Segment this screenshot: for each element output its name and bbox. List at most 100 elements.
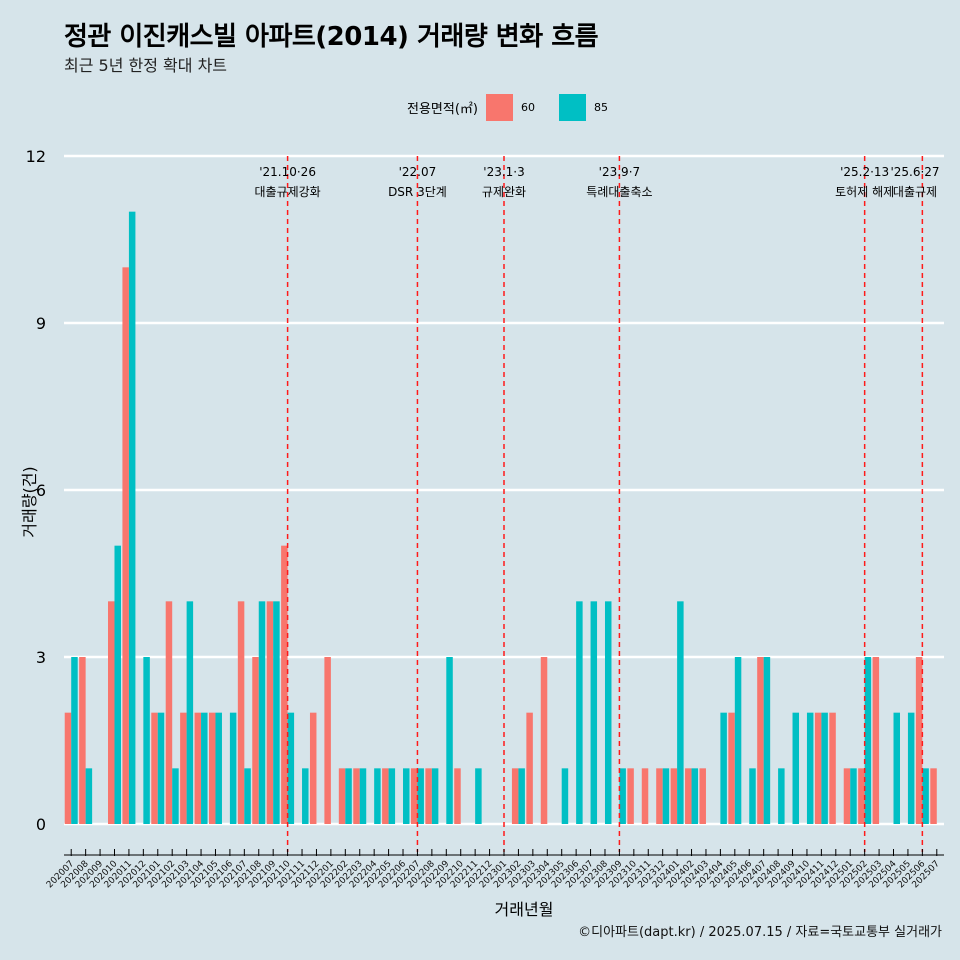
bar-85-202211 (475, 768, 482, 824)
bar-85-202204 (374, 768, 381, 824)
bar-85-202506 (922, 768, 929, 824)
bar-85-202108 (258, 601, 266, 824)
bar-60-202010 (108, 601, 115, 824)
bar-85-202209 (446, 657, 453, 824)
bar-60-202503 (872, 657, 880, 824)
chart-caption: ©디아파트(dapt.kr) / 2025.07.15 / 자료=국토교통부 실… (578, 925, 942, 940)
bar-85-202007 (71, 657, 78, 824)
bar-85-202107 (244, 768, 251, 824)
bar-60-202502 (858, 768, 865, 824)
legend-key-60 (485, 93, 513, 121)
bar-60-202101 (151, 712, 158, 824)
x-axis-title: 거래년월 (495, 900, 554, 919)
bar-60-202007 (64, 712, 72, 824)
bar-85-202308 (604, 601, 612, 824)
bar-60-202405 (728, 712, 735, 824)
bar-60-202411 (814, 712, 822, 824)
bar-60-202403 (699, 768, 706, 824)
annotation-date: '22.07 (399, 165, 437, 179)
bar-85-202011 (128, 211, 136, 824)
annotation-label: 규제완화 (482, 185, 526, 199)
bar-85-202410 (806, 712, 814, 824)
bar-60-202102 (165, 601, 173, 824)
bar-85-202305 (561, 768, 569, 824)
bar-85-202109 (273, 601, 280, 824)
bar-85-202407 (763, 657, 771, 824)
legend-label-60: 60 (520, 100, 535, 114)
bar-85-202103 (186, 601, 194, 824)
legend-key-85 (558, 93, 586, 121)
bar-60-202208 (425, 768, 432, 824)
bar-60-202303 (526, 712, 533, 824)
y-tick-label: 6 (36, 481, 46, 500)
bar-60-202401 (670, 768, 678, 824)
bar-60-202110 (281, 545, 288, 824)
bar-85-202104 (201, 712, 208, 824)
bar-85-202207 (417, 768, 424, 824)
bar-60-202109 (266, 601, 274, 824)
bar-60-202104 (194, 712, 202, 824)
bar-60-202207 (410, 768, 418, 824)
bar-60-202107 (237, 601, 245, 824)
bar-60-202112 (309, 712, 317, 824)
bar-60-202506 (915, 657, 923, 824)
y-tick-label: 0 (36, 815, 46, 834)
legend: 전용면적(㎡) 60 85 (407, 93, 632, 121)
bar-60-202203 (353, 768, 360, 824)
bar-85-202309 (619, 768, 626, 824)
bar-60-202103 (180, 712, 187, 824)
bar-60-202105 (208, 712, 216, 824)
bar-60-202011 (122, 267, 129, 824)
bar-60-202008 (79, 657, 86, 824)
y-tick-label: 3 (36, 648, 46, 667)
bar-60-202312 (656, 768, 663, 824)
bar-85-202411 (821, 712, 828, 824)
bar-60-202501 (843, 768, 851, 824)
annotation-date: '23.1·3 (483, 165, 524, 179)
annotation-date: '21.10·26 (259, 165, 316, 179)
bar-60-202202 (338, 768, 346, 824)
y-tick-label: 9 (36, 314, 46, 333)
chart-title: 정관 이진캐스빌 아파트(2014) 거래량 변화 흐름 (64, 22, 599, 52)
annotation-label: DSR 3단계 (388, 185, 447, 199)
bar-85-202409 (792, 712, 800, 824)
bar-85-202307 (590, 601, 598, 824)
bar-85-202206 (403, 768, 410, 824)
y-axis-title: 거래량(건) (20, 466, 39, 537)
bar-85-202502 (864, 657, 872, 824)
bar-85-202501 (850, 768, 857, 824)
bar-85-202205 (388, 768, 396, 824)
bar-85-202101 (157, 712, 165, 824)
bar-85-202306 (576, 601, 583, 824)
bar-60-202402 (685, 768, 692, 824)
bar-60-202108 (252, 657, 259, 824)
bar-85-202008 (85, 768, 93, 824)
bar-60-202210 (454, 768, 461, 824)
bar-85-202402 (691, 768, 699, 824)
bar-85-202111 (302, 768, 309, 824)
bar-60-202304 (540, 657, 548, 824)
bar-60-202201 (324, 657, 331, 824)
bar-85-202012 (143, 657, 150, 824)
bar-85-202110 (287, 712, 295, 824)
bar-85-202010 (114, 545, 121, 824)
annotation-date: '25.2·13 (840, 165, 889, 179)
bar-60-202310 (627, 768, 634, 824)
bar-85-202203 (359, 768, 367, 824)
annotation-label: 대출규제 (893, 185, 937, 199)
bar-85-202105 (215, 712, 222, 824)
bar-85-202208 (431, 768, 439, 824)
bar-60-202507 (930, 768, 937, 824)
bar-85-202405 (734, 657, 742, 824)
bar-85-202102 (172, 768, 179, 824)
bar-85-202406 (749, 768, 756, 824)
annotation-date: '25.6·27 (890, 165, 939, 179)
bar-85-202202 (345, 768, 352, 824)
bar-85-202404 (720, 712, 727, 824)
bar-60-202412 (829, 712, 836, 824)
chart-subtitle: 최근 5년 한정 확대 차트 (64, 56, 228, 75)
bar-85-202504 (893, 712, 900, 824)
bar-60-202407 (757, 657, 764, 824)
annotation-date: '23.9·7 (599, 165, 640, 179)
